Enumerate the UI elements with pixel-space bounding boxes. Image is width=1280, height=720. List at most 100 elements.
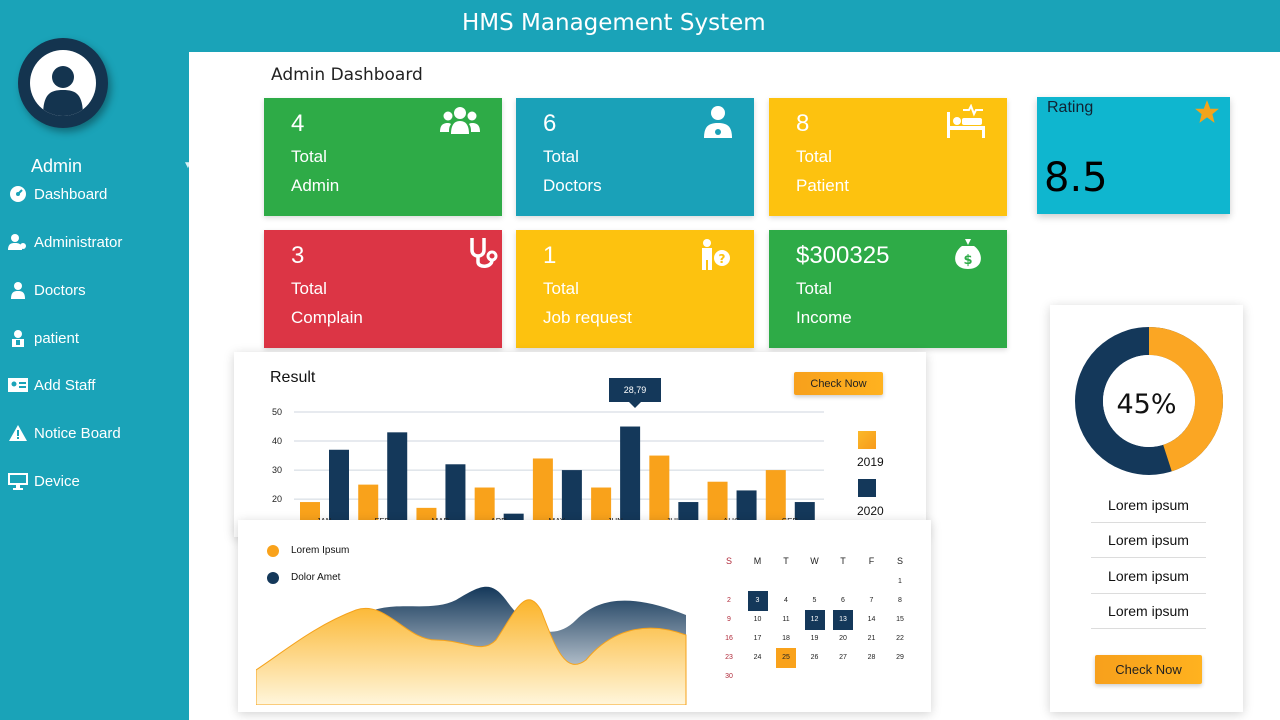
legend-label-2019: 2019 xyxy=(857,455,884,469)
sidebar-item-label: Doctors xyxy=(34,281,86,299)
result-chart-panel: Result Check Now 1020304050JANFEBMARAPRM… xyxy=(234,352,926,537)
users-group-icon xyxy=(438,104,482,140)
tooltip-pointer xyxy=(629,402,641,408)
calendar-day[interactable]: 28 xyxy=(867,654,876,661)
calendar-day[interactable]: 29 xyxy=(896,654,904,661)
card-label: Total xyxy=(796,279,832,298)
list-item[interactable]: Lorem ipsum xyxy=(1091,559,1206,594)
calendar-day[interactable]: 7 xyxy=(869,597,874,604)
calendar-day[interactable]: 15 xyxy=(896,616,904,623)
y-tick-label: 50 xyxy=(272,407,282,417)
svg-text:$: $ xyxy=(963,253,972,268)
calendar-day[interactable]: 5 xyxy=(812,597,817,604)
calendar-day[interactable]: 30 xyxy=(725,673,733,680)
bar-2019-jul xyxy=(649,455,670,537)
card-label: Doctors xyxy=(543,176,602,195)
card-total-doctors[interactable]: 6 Total Doctors xyxy=(516,98,754,216)
calendar-day[interactable]: 19 xyxy=(810,635,819,642)
calendar-day[interactable]: 12 xyxy=(804,610,825,630)
donut-segment-progress xyxy=(1075,327,1223,475)
calendar-day[interactable]: 3 xyxy=(747,591,768,611)
calendar-day[interactable]: 8 xyxy=(898,597,902,604)
card-value: $300325 xyxy=(796,242,890,269)
calendar-day[interactable]: 26 xyxy=(810,654,819,661)
legend-swatch-2019 xyxy=(858,431,876,449)
calendar-day[interactable]: 16 xyxy=(725,635,733,642)
sidebar-item-label: Administrator xyxy=(34,233,123,251)
chart-tooltip: 28,79 xyxy=(609,378,661,402)
sidebar-item-dashboard[interactable]: Dashboard xyxy=(8,179,184,209)
card-total-patient[interactable]: 8 Total Patient xyxy=(769,98,1007,216)
card-label: Total xyxy=(291,147,327,166)
card-label: Total xyxy=(543,147,579,166)
calendar-day[interactable]: 2 xyxy=(727,597,731,604)
doctor-icon xyxy=(690,104,734,140)
donut-chart xyxy=(1075,327,1223,475)
list-item[interactable]: Lorem ipsum xyxy=(1091,523,1206,558)
dashboard-gauge-icon xyxy=(8,184,28,204)
calendar-day[interactable]: 23 xyxy=(725,654,733,661)
chart-title: Result xyxy=(270,369,316,386)
card-value: 1 xyxy=(543,242,557,269)
calendar-day[interactable]: 24 xyxy=(753,654,762,661)
calendar-day[interactable]: 4 xyxy=(784,597,788,604)
sidebar-item-label: Notice Board xyxy=(34,424,121,442)
calendar-day[interactable]: 11 xyxy=(782,616,790,623)
check-now-button[interactable]: Check Now xyxy=(794,372,883,395)
calendar-day[interactable]: 14 xyxy=(867,616,876,623)
monitor-icon xyxy=(8,471,28,491)
donut-value: 45% xyxy=(1116,389,1177,420)
y-tick-label: 20 xyxy=(272,494,282,504)
calendar-day[interactable]: 9 xyxy=(727,616,731,623)
calendar-day[interactable]: 18 xyxy=(782,635,790,642)
avatar[interactable] xyxy=(18,38,108,128)
calendar-day[interactable]: 20 xyxy=(839,635,847,642)
calendar-day[interactable]: 10 xyxy=(753,616,762,623)
calendar-day[interactable]: 21 xyxy=(867,635,876,642)
card-total-income[interactable]: $300325 Total Income $ xyxy=(769,230,1007,348)
card-total-complain[interactable]: 3 Total Complain xyxy=(264,230,502,348)
sidebar-item-add-staff[interactable]: Add Staff xyxy=(8,370,184,400)
calendar-day[interactable]: 17 xyxy=(753,635,762,642)
calendar-day[interactable]: 13 xyxy=(833,610,853,630)
card-label: Total xyxy=(796,147,832,166)
y-tick-label: 40 xyxy=(272,436,282,446)
list-item[interactable]: Lorem ipsum xyxy=(1091,488,1206,523)
sidebar-item-label: Device xyxy=(34,472,80,490)
admin-name: Admin xyxy=(31,156,83,176)
card-label: Job request xyxy=(543,308,632,327)
app-title: HMS Management System xyxy=(462,10,766,36)
sidebar-item-label: Dashboard xyxy=(34,185,108,203)
bar-2020-mar xyxy=(445,464,466,537)
card-label: Total xyxy=(291,279,327,298)
sidebar-item-device[interactable]: Device xyxy=(8,466,184,496)
sidebar-item-doctors[interactable]: Doctors xyxy=(8,275,184,305)
card-label: Patient xyxy=(796,176,849,195)
calendar-day[interactable]: 22 xyxy=(896,635,904,642)
legend-label: Dolor Amet xyxy=(291,572,341,583)
sidebar-item-patient[interactable]: patient xyxy=(8,323,184,353)
id-card-icon xyxy=(8,375,28,395)
legend-dot-lorem-ipsum xyxy=(267,545,279,557)
sidebar-item-administrator[interactable]: Administrator xyxy=(8,227,184,257)
bar-2020-jan xyxy=(329,449,349,537)
card-total-job-request[interactable]: 1 Total Job request ? xyxy=(516,230,754,348)
calendar-day[interactable]: 27 xyxy=(839,654,847,661)
check-now-button-secondary[interactable]: Check Now xyxy=(1095,655,1202,684)
rating-card[interactable]: Rating 8.5 xyxy=(1037,97,1230,214)
sidebar: Admin ▼ Dashboard Administrator Doctors … xyxy=(0,0,193,720)
chevron-down-icon[interactable]: ▼ xyxy=(183,160,193,171)
sidebar-item-notice-board[interactable]: Notice Board xyxy=(8,418,184,448)
donut-hole xyxy=(1103,355,1195,447)
calendar-day[interactable]: 6 xyxy=(841,597,845,604)
calendar-day[interactable]: 1 xyxy=(898,578,902,585)
list-item[interactable]: Lorem ipsum xyxy=(1091,594,1206,629)
card-total-admin[interactable]: 4 Total Admin xyxy=(264,98,502,216)
user-admin-icon xyxy=(8,232,28,252)
user-avatar-icon xyxy=(30,50,96,116)
calendar-day[interactable]: 25 xyxy=(776,648,796,668)
progress-panel: 45% Lorem ipsum Lorem ipsum Lorem ipsum … xyxy=(1050,305,1243,712)
card-value: 6 xyxy=(543,110,557,137)
legend-label-2020: 2020 xyxy=(857,504,884,518)
